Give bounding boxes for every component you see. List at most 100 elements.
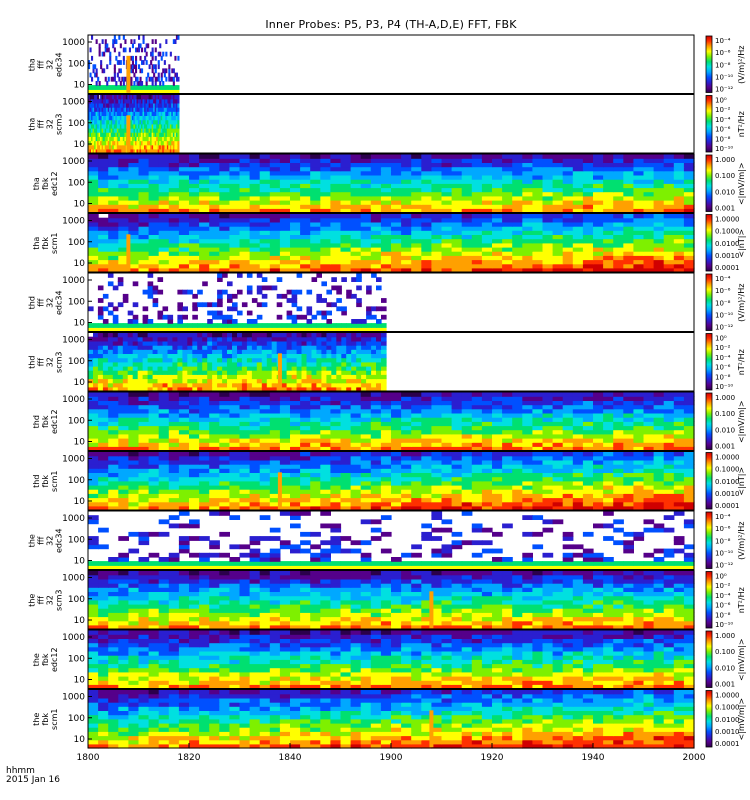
spectrogram-cell	[522, 183, 533, 189]
spectrogram-cell	[197, 345, 203, 350]
spectrogram-cell	[300, 251, 311, 256]
spectrogram-cell	[91, 55, 94, 61]
spectrogram-cell	[116, 89, 119, 95]
spectrogram-cell	[147, 111, 150, 116]
spectrogram-cell	[163, 60, 166, 65]
spectrogram-cell	[673, 183, 685, 189]
spectrogram-cell	[100, 132, 103, 137]
spectrogram-cell	[391, 255, 402, 261]
spectrogram-cell	[128, 200, 140, 205]
spectrogram-cell	[380, 242, 392, 248]
spectrogram-cell	[593, 446, 604, 452]
spectrogram-cell	[291, 357, 298, 363]
spectrogram-cell	[124, 111, 127, 116]
spectrogram-cell	[106, 140, 109, 146]
spectrogram-cell	[301, 327, 308, 333]
spectrogram-cell	[471, 396, 483, 401]
spectrogram-cell	[542, 230, 554, 235]
spectrogram-cell	[162, 119, 165, 125]
spectrogram-cell	[633, 263, 645, 269]
spectrogram-cell	[259, 425, 271, 431]
spectrogram-cell	[572, 412, 584, 418]
spectrogram-cell	[118, 433, 129, 439]
spectrogram-cell	[108, 179, 119, 184]
spectrogram-cell	[189, 238, 200, 244]
spectrogram-cell	[237, 382, 243, 388]
spectrogram-cell	[291, 349, 298, 354]
spectrogram-cell	[169, 89, 172, 95]
colorbar	[705, 214, 713, 272]
spectrogram-cell	[361, 332, 367, 338]
spectrogram-cell	[178, 242, 190, 248]
spectrogram-cell	[330, 425, 342, 431]
spectrogram-cell	[229, 421, 241, 427]
spectrogram-cell	[147, 319, 154, 324]
spectrogram-cell	[118, 425, 129, 431]
spectrogram-cell	[613, 433, 624, 439]
spectrogram-cell	[582, 433, 594, 439]
spectrogram-cell	[582, 174, 594, 180]
spectrogram-cell	[603, 217, 614, 223]
spectrogram-cell	[552, 195, 564, 201]
spectrogram-cell	[141, 144, 144, 150]
spectrogram-cell	[512, 183, 523, 189]
spectrogram-cell	[239, 421, 251, 427]
spectrogram-cell	[356, 298, 362, 303]
spectrogram-cell	[401, 429, 412, 435]
spectrogram-cell	[301, 345, 308, 350]
spectrogram-cell	[121, 76, 124, 82]
spectrogram-cell	[131, 111, 134, 116]
spectrogram-cell	[118, 107, 121, 112]
spectrogram-cell	[279, 183, 291, 189]
spectrogram-cell	[316, 361, 322, 367]
spectrogram-cell	[133, 140, 136, 146]
spectrogram-cell	[156, 119, 159, 125]
colorbar-tick-label: 10⁻⁴	[715, 37, 731, 45]
spectrogram-cell	[237, 345, 243, 350]
spectrogram-cell	[122, 47, 125, 53]
spectrogram-cell	[131, 107, 134, 112]
spectrogram-cell	[512, 267, 523, 273]
spectrogram-cell	[653, 179, 665, 184]
spectrogram-cell	[310, 263, 321, 269]
spectrogram-cell	[100, 127, 103, 133]
spectrogram-cell	[643, 174, 655, 180]
spectrogram-cell	[411, 429, 422, 435]
spectrogram-cell	[102, 349, 109, 354]
spectrogram-cell	[141, 60, 144, 65]
spectrogram-cell	[110, 102, 113, 108]
spectrogram-cell	[259, 259, 271, 265]
spectrogram-cell	[673, 433, 685, 439]
spectrogram-cell	[88, 64, 91, 70]
spectrogram-cell	[300, 392, 311, 397]
spectrogram-cell	[271, 374, 278, 380]
spectrogram-cell	[441, 408, 453, 414]
spectrogram-cell	[178, 162, 190, 168]
spectrogram-cell	[249, 421, 261, 427]
spectrogram-cell	[366, 382, 372, 388]
spectrogram-cell	[492, 221, 503, 227]
spectrogram-cell	[150, 76, 153, 82]
spectrogram-cell	[330, 183, 342, 189]
spectrogram-cell	[182, 332, 188, 338]
spectrogram-cell	[451, 396, 463, 401]
spectrogram-cell	[370, 170, 382, 176]
panel-thd-fbk-scm1: 101001000thdfbkscm11.00000.10000.01000.0…	[32, 451, 746, 511]
spectrogram-cell	[197, 353, 203, 359]
spectrogram-cell	[256, 353, 263, 359]
spectrogram-cell	[239, 417, 251, 422]
spectrogram-cell	[160, 107, 163, 112]
spectrogram-cell	[239, 255, 251, 261]
spectrogram-cell	[229, 195, 241, 201]
spectrogram-cell	[137, 336, 144, 342]
spectrogram-cell	[222, 349, 228, 354]
spectrogram-cell	[441, 429, 453, 435]
spectrogram-cell	[261, 353, 268, 359]
spectrogram-cell	[95, 89, 98, 95]
spectrogram-cell	[168, 123, 171, 129]
spectrogram-cell	[582, 251, 594, 256]
spectrogram-cell	[118, 170, 129, 176]
spectrogram-cell	[371, 323, 377, 328]
spectrogram-cell	[290, 442, 301, 447]
spectrogram-cell	[88, 382, 94, 388]
